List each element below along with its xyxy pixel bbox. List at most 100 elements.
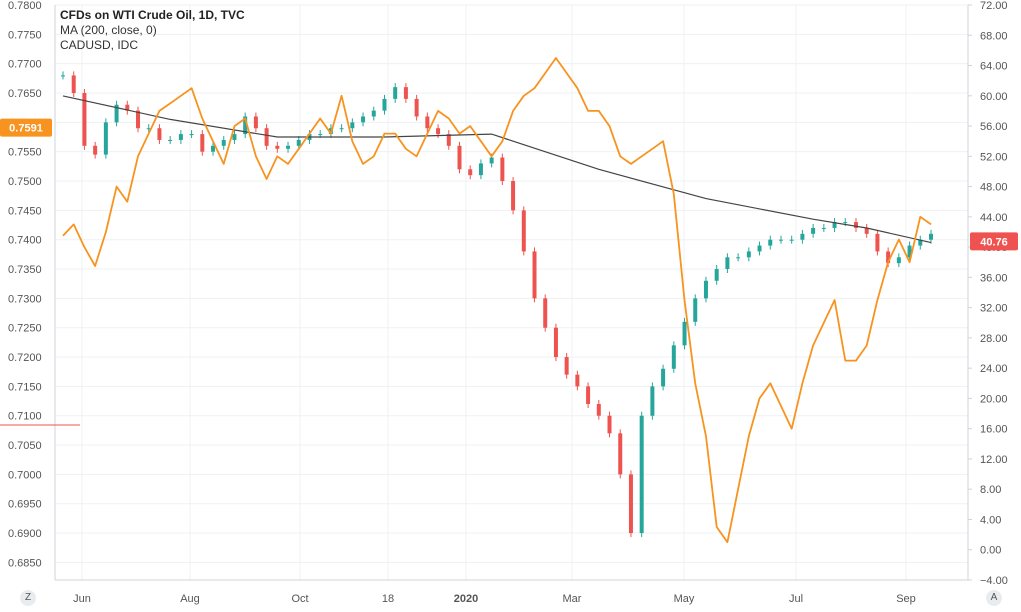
candle-body [661, 368, 666, 387]
candle-body [200, 134, 205, 152]
cadusd-candle [757, 241, 762, 256]
candle-body [596, 403, 601, 416]
legend-main-symbol[interactable]: CFDs on WTI Crude Oil, 1D, TVC [60, 8, 245, 22]
left-tick-label: 0.7450 [8, 205, 42, 217]
cadusd-candle [511, 177, 516, 215]
candle-body [93, 145, 98, 155]
cadusd-candle [618, 429, 623, 479]
cadusd-candle [232, 130, 237, 144]
time-tick-label: 2020 [454, 593, 478, 605]
zoom-toggle-button[interactable]: Z [20, 590, 36, 606]
cadusd-candle [821, 223, 826, 232]
legend-ma-indicator[interactable]: MA (200, close, 0) [60, 23, 157, 37]
cadusd-candle [532, 247, 537, 303]
candle-body [157, 128, 162, 140]
right-tick-label: 56.00 [980, 121, 1008, 133]
candle-body [243, 116, 248, 135]
cadusd-candle [789, 235, 794, 244]
time-tick-label: Aug [180, 593, 200, 605]
candle-body [361, 116, 366, 123]
cadusd-candle [468, 165, 473, 180]
left-price-axis[interactable]: 0.78000.77500.77000.76500.76000.75500.75… [8, 0, 56, 580]
left-tick-label: 0.7250 [8, 323, 42, 335]
right-tick-label: 52.00 [980, 151, 1008, 163]
legend-cadusd-symbol[interactable]: CADUSD, IDC [60, 38, 139, 52]
right-tick-label: 68.00 [980, 30, 1008, 42]
cadusd-candle [564, 353, 569, 379]
left-tick-label: 0.7700 [8, 59, 42, 71]
candle-body [211, 145, 216, 152]
cadusd-candle [553, 323, 558, 362]
right-tick-label: 8.00 [980, 484, 1001, 496]
candle-body [457, 145, 462, 170]
candle-body [350, 122, 355, 129]
cadusd-candle [71, 71, 76, 98]
cadusd-candle [393, 83, 398, 103]
candle-body [178, 134, 183, 140]
right-price-axis[interactable]: 72.00 68.00 64.00 60.00 56.00 52.00 48.00 44.00… [967, 0, 1008, 587]
candle-body [189, 134, 194, 136]
candle-body [586, 386, 591, 404]
time-tick-label: Mar [563, 593, 582, 605]
candle-body [61, 75, 65, 77]
right-tick-label: 72.00 [980, 0, 1008, 12]
right-tick-label: 48.00 [980, 182, 1008, 194]
cadusd-candle [864, 223, 869, 238]
series-layer [0, 57, 933, 544]
cadusd-candle [853, 218, 858, 232]
left-tick-label: 0.6850 [8, 557, 42, 569]
cadusd-candle [425, 112, 430, 133]
candle-body [286, 145, 291, 149]
candle-body [146, 128, 151, 130]
candle-body [339, 128, 344, 130]
cadusd-candle [725, 253, 730, 274]
candle-body [414, 98, 419, 117]
right-tick-label: 44.00 [980, 212, 1008, 224]
cadusd-candle [157, 124, 162, 144]
cadusd-candle [736, 253, 741, 262]
left-tick-label: 0.7500 [8, 176, 42, 188]
wti-crude-line [62, 57, 932, 544]
candle-body [811, 227, 816, 234]
cadusd-candle [125, 100, 130, 115]
candle-body [682, 321, 687, 346]
candle-body [736, 257, 741, 259]
cadusd-candle [575, 370, 580, 391]
candle-body [521, 210, 526, 252]
cadusd-candle [832, 218, 837, 232]
cadusd-candle [211, 141, 216, 156]
candle-body [436, 128, 441, 135]
candle-body [757, 245, 762, 252]
candle-body [618, 433, 623, 475]
cadusd-candle [929, 229, 933, 244]
candle-body [511, 181, 516, 211]
cadusd-candle [521, 206, 526, 256]
candle-body [253, 116, 258, 129]
candle-body [232, 134, 237, 140]
cadusd-candle [136, 106, 141, 133]
candle-body [575, 374, 580, 387]
cadusd-candle [146, 124, 151, 133]
candle-body [886, 251, 891, 264]
candle-body [478, 163, 483, 176]
cadusd-candle [350, 118, 355, 133]
cadusd-candle [768, 235, 773, 250]
left-tick-label: 0.7050 [8, 440, 42, 452]
candle-body [296, 139, 301, 146]
auto-scale-button[interactable]: A [986, 590, 1002, 606]
candle-body [821, 227, 826, 229]
cadusd-candle [168, 135, 173, 144]
candle-body [639, 415, 644, 534]
cadusd-candle [93, 141, 98, 159]
candle-body [864, 227, 869, 234]
right-tick-label: 24.00 [980, 363, 1008, 375]
cadusd-candle [200, 130, 205, 156]
candle-body [403, 87, 408, 99]
time-axis[interactable]: Jun Aug Oct 18 2020 Mar May Jul Sep [55, 579, 968, 605]
candle-body [564, 357, 569, 375]
left-tick-label: 0.7300 [8, 293, 42, 305]
chart-legend: CFDs on WTI Crude Oil, 1D, TVC MA (200, … [60, 8, 245, 53]
cadusd-price-badge-label: 0.7591 [9, 123, 43, 135]
cadusd-candle [371, 106, 376, 121]
